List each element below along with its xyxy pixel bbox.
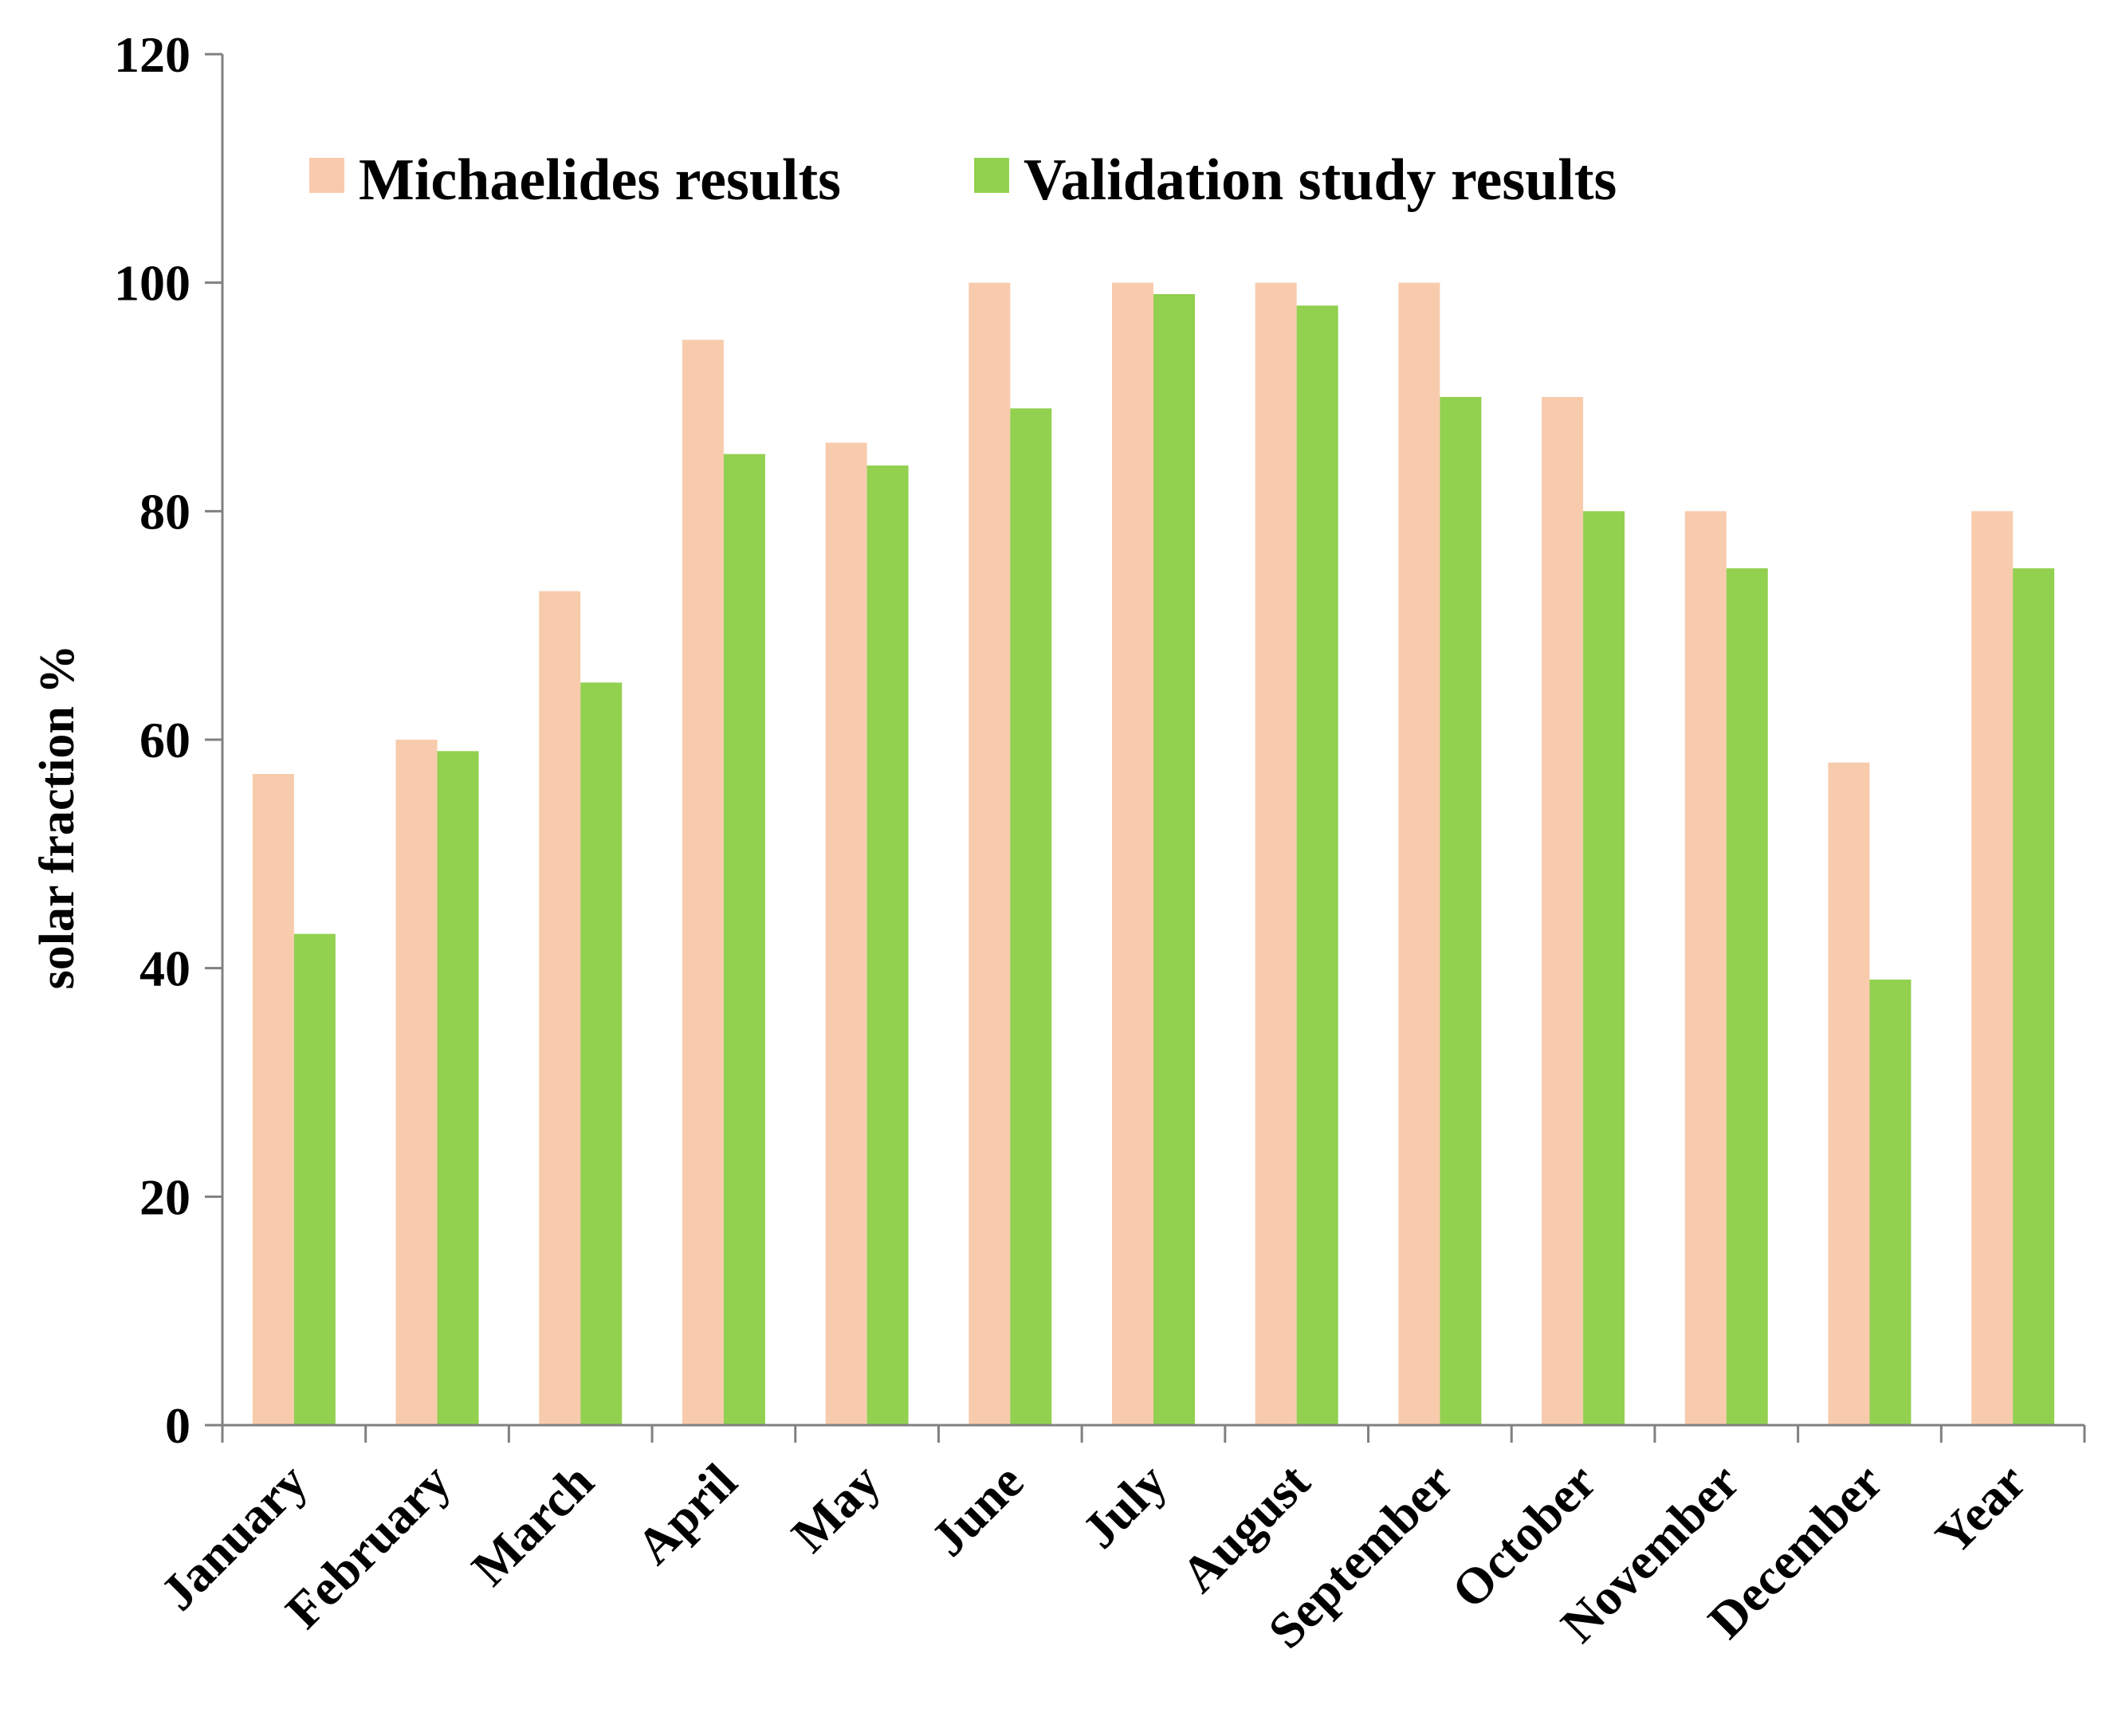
bar-michaelides-february [395,740,438,1425]
bar-michaelides-july [1112,282,1153,1426]
y-tick-label-20: 20 [139,1168,191,1225]
bar-michaelides-june [969,282,1011,1426]
bar-validation-february [437,751,479,1425]
bar-validation-june [1010,408,1052,1426]
y-tick-label-100: 100 [114,255,191,312]
bars-layer [252,282,2055,1426]
bar-validation-may [866,465,909,1425]
x-tick-label-march: March [461,1453,604,1597]
axes-layer [205,53,2086,1443]
legend-swatch [974,158,1009,193]
x-tick-label-june: June [920,1453,1034,1567]
legend-item-validation: Validation study results [974,147,1617,213]
x-tick-label-april: April [626,1453,748,1575]
bar-michaelides-april [682,340,724,1425]
bar-michaelides-year [1971,511,2014,1426]
bar-validation-year [2013,568,2055,1425]
bar-michaelides-november [1684,511,1727,1426]
bar-validation-march [580,682,623,1425]
y-tick-label-120: 120 [114,26,191,83]
bar-validation-november [1726,568,1768,1425]
y-tick-label-0: 0 [165,1397,191,1454]
bar-validation-october [1583,511,1625,1426]
legend-item-michaelides: Michaelides results [309,147,841,213]
legend-label: Validation study results [1024,147,1617,213]
bar-validation-august [1296,305,1338,1425]
bar-validation-december [1869,980,1912,1425]
bar-validation-july [1153,294,1195,1425]
bar-validation-january [293,933,336,1425]
y-tick-label-80: 80 [139,483,191,540]
x-tick-label-may: May [780,1453,890,1563]
bar-validation-september [1440,397,1482,1425]
bar-michaelides-august [1255,282,1297,1426]
x-tick-label-july: July [1071,1453,1177,1559]
y-tick-label-40: 40 [139,941,191,997]
bar-michaelides-may [825,442,867,1426]
bar-michaelides-january [252,774,294,1425]
legend-label: Michaelides results [359,147,841,213]
bar-michaelides-october [1542,397,1584,1425]
bar-michaelides-december [1828,762,1870,1425]
bar-michaelides-september [1398,282,1440,1426]
bar-michaelides-march [539,591,581,1425]
bar-validation-april [723,454,765,1425]
legend-swatch [309,158,344,193]
y-tick-label-60: 60 [139,712,191,768]
x-tick-label-year: Year [1924,1453,2037,1565]
legend: Michaelides results Validation study resu… [309,147,1617,213]
y-axis-title: solar fraction % [30,645,84,990]
